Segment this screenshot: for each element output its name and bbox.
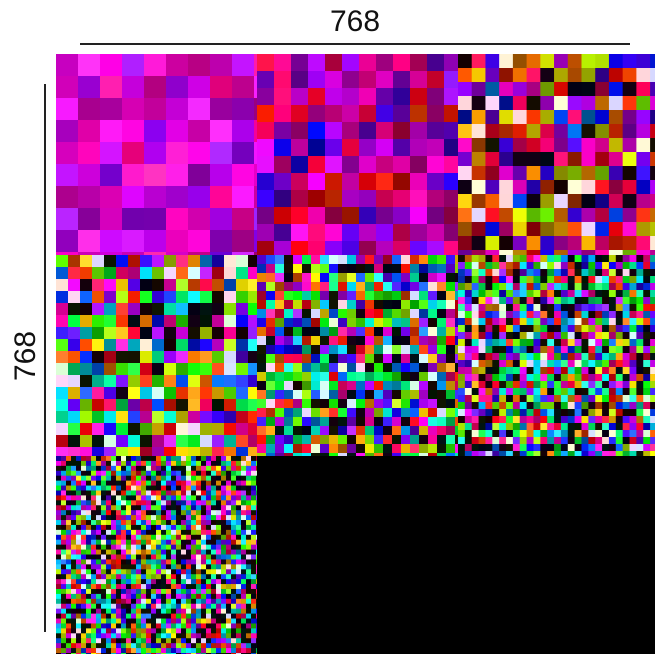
tile-level-1: [56, 54, 257, 255]
tile-level-3-texture: [458, 54, 655, 255]
tile-level-5-texture: [257, 255, 458, 456]
empty-tile-region: [257, 456, 655, 654]
tile-level-6-texture: [458, 255, 655, 456]
tile-level-2-texture: [257, 54, 458, 255]
width-dimension-label: 768: [329, 5, 381, 38]
height-dimension-line: [44, 84, 46, 632]
tile-level-5: [257, 255, 458, 456]
tile-level-6: [458, 255, 655, 456]
tile-level-7: [56, 456, 257, 654]
tile-level-4: [56, 255, 257, 456]
texture-grid: [56, 54, 655, 654]
tile-level-4-texture: [56, 255, 257, 456]
tile-level-7-texture: [56, 456, 257, 654]
width-dimension-line: [80, 43, 630, 45]
height-dimension-label: 768: [9, 330, 42, 382]
tile-level-2: [257, 54, 458, 255]
tile-level-1-texture: [56, 54, 257, 255]
tile-level-3: [458, 54, 655, 255]
